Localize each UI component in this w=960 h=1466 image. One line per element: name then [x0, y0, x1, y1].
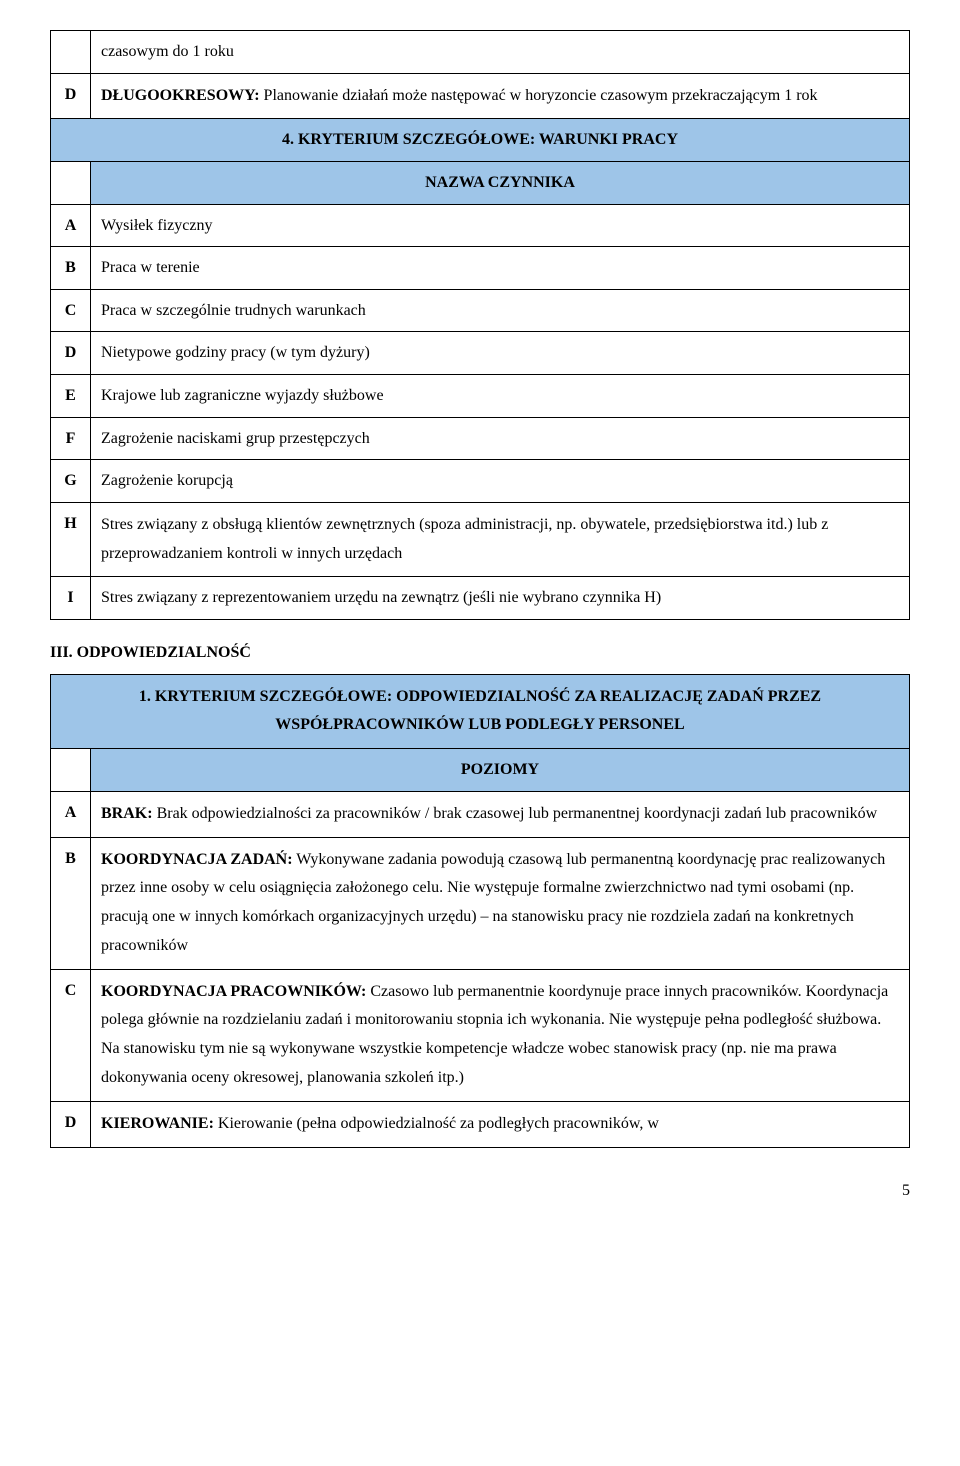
row-content: KOORDYNACJA PRACOWNIKÓW: Czasowo lub per…	[91, 969, 910, 1101]
row-intro-text: czasowym do 1 roku	[91, 31, 910, 74]
row-bold: KOORDYNACJA ZADAŃ:	[101, 851, 293, 868]
row-label-empty	[51, 161, 91, 204]
table-header-row: 1. KRYTERIUM SZCZEGÓŁOWE: ODPOWIEDZIALNO…	[51, 674, 910, 749]
table-header-row: 4. KRYTERIUM SZCZEGÓŁOWE: WARUNKI PRACY	[51, 119, 910, 162]
row-content: DŁUGOOKRESOWY: Planowanie działań może n…	[91, 73, 910, 119]
subheader: POZIOMY	[91, 749, 910, 792]
row-text: Stres związany z obsługą klientów zewnęt…	[101, 511, 899, 569]
criteria-header-line1: 1. KRYTERIUM SZCZEGÓŁOWE: ODPOWIEDZIALNO…	[61, 683, 899, 712]
row-label: B	[51, 247, 91, 290]
table-row: D DŁUGOOKRESOWY: Planowanie działań może…	[51, 73, 910, 119]
subheader-text: POZIOMY	[461, 761, 539, 778]
row-bold: DŁUGOOKRESOWY:	[101, 87, 260, 104]
row-content: KIEROWANIE: Kierowanie (pełna odpowiedzi…	[91, 1101, 910, 1147]
row-content: Zagrożenie naciskami grup przestępczych	[91, 417, 910, 460]
table-row: B Praca w terenie	[51, 247, 910, 290]
section-title: III. ODPOWIEDZIALNOŚĆ	[50, 640, 910, 666]
criteria-header-line2: WSPÓŁPRACOWNIKÓW LUB PODLEGŁY PERSONEL	[61, 711, 899, 740]
row-label: C	[51, 969, 91, 1101]
row-label: H	[51, 502, 91, 577]
row-bold: KIEROWANIE:	[101, 1115, 214, 1132]
row-label: C	[51, 289, 91, 332]
table-row: C Praca w szczególnie trudnych warunkach	[51, 289, 910, 332]
row-label: A	[51, 204, 91, 247]
table-row: G Zagrożenie korupcją	[51, 460, 910, 503]
criteria-header: 1. KRYTERIUM SZCZEGÓŁOWE: ODPOWIEDZIALNO…	[51, 674, 910, 749]
table-row: H Stres związany z obsługą klientów zewn…	[51, 502, 910, 577]
row-content: Stres związany z obsługą klientów zewnęt…	[91, 502, 910, 577]
table-row: C KOORDYNACJA PRACOWNIKÓW: Czasowo lub p…	[51, 969, 910, 1101]
row-content: Zagrożenie korupcją	[91, 460, 910, 503]
row-rest: Planowanie działań może następować w hor…	[260, 87, 818, 104]
row-label: I	[51, 577, 91, 620]
row-label: D	[51, 1101, 91, 1147]
row-label: D	[51, 73, 91, 119]
row-rest: Brak odpowiedzialności za pracowników / …	[153, 805, 878, 822]
row-content: KOORDYNACJA ZADAŃ: Wykonywane zadania po…	[91, 837, 910, 969]
table-row: B KOORDYNACJA ZADAŃ: Wykonywane zadania …	[51, 837, 910, 969]
table-row: I Stres związany z reprezentowaniem urzę…	[51, 577, 910, 620]
row-label: G	[51, 460, 91, 503]
row-rest: Kierowanie (pełna odpowiedzialność za po…	[214, 1115, 659, 1132]
row-content: BRAK: Brak odpowiedzialności za pracowni…	[91, 791, 910, 837]
criteria-header: 4. KRYTERIUM SZCZEGÓŁOWE: WARUNKI PRACY	[51, 119, 910, 162]
criteria-header-text: 4. KRYTERIUM SZCZEGÓŁOWE: WARUNKI PRACY	[282, 131, 678, 148]
row-content: Stres związany z reprezentowaniem urzędu…	[91, 577, 910, 620]
table-header-row: NAZWA CZYNNIKA	[51, 161, 910, 204]
row-content: Praca w terenie	[91, 247, 910, 290]
table-criteria-4: czasowym do 1 roku D DŁUGOOKRESOWY: Plan…	[50, 30, 910, 620]
page-number: 5	[50, 1178, 910, 1204]
table-row: A Wysiłek fizyczny	[51, 204, 910, 247]
subheader-text: NAZWA CZYNNIKA	[425, 174, 575, 191]
table-row: czasowym do 1 roku	[51, 31, 910, 74]
row-label-empty	[51, 31, 91, 74]
row-label: D	[51, 332, 91, 375]
row-bold: BRAK:	[101, 805, 153, 822]
row-label: A	[51, 791, 91, 837]
row-content: Nietypowe godziny pracy (w tym dyżury)	[91, 332, 910, 375]
table-row: D KIEROWANIE: Kierowanie (pełna odpowied…	[51, 1101, 910, 1147]
table-row: F Zagrożenie naciskami grup przestępczyc…	[51, 417, 910, 460]
table-row: E Krajowe lub zagraniczne wyjazdy służbo…	[51, 374, 910, 417]
table-row: D Nietypowe godziny pracy (w tym dyżury)	[51, 332, 910, 375]
row-content: Praca w szczególnie trudnych warunkach	[91, 289, 910, 332]
table-header-row: POZIOMY	[51, 749, 910, 792]
table-criteria-responsibility: 1. KRYTERIUM SZCZEGÓŁOWE: ODPOWIEDZIALNO…	[50, 674, 910, 1148]
row-bold: KOORDYNACJA PRACOWNIKÓW:	[101, 983, 366, 1000]
subheader: NAZWA CZYNNIKA	[91, 161, 910, 204]
row-content: Wysiłek fizyczny	[91, 204, 910, 247]
row-label: B	[51, 837, 91, 969]
row-label: F	[51, 417, 91, 460]
table-row: A BRAK: Brak odpowiedzialności za pracow…	[51, 791, 910, 837]
row-label: E	[51, 374, 91, 417]
row-label-empty	[51, 749, 91, 792]
row-content: Krajowe lub zagraniczne wyjazdy służbowe	[91, 374, 910, 417]
